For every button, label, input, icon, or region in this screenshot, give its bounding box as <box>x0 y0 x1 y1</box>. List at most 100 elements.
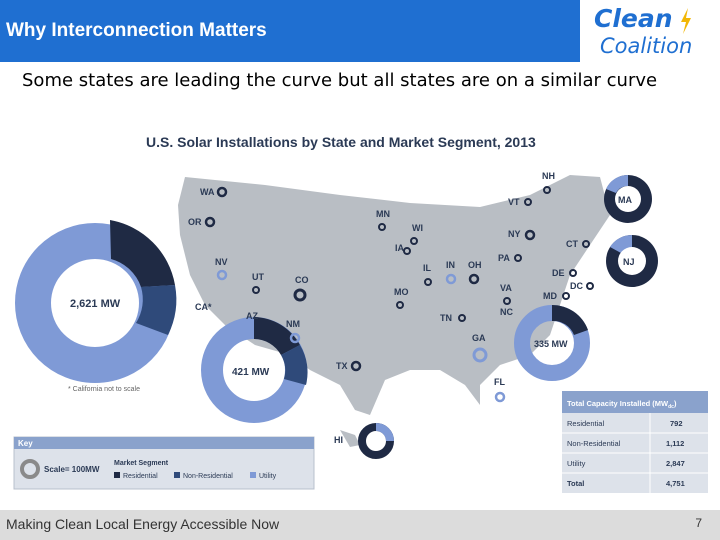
state-label-ia: IA <box>395 243 405 253</box>
key-utility-label: Utility <box>259 473 277 480</box>
arizona-donut-label: 421 MW <box>232 367 270 378</box>
table-row-value-total: 4,751 <box>666 479 685 488</box>
state-label-az: AZ <box>246 311 258 321</box>
state-marker-fl <box>494 391 506 403</box>
north-carolina-donut: 335 MW <box>514 304 590 381</box>
state-marker-il <box>424 278 432 286</box>
state-marker-wi <box>410 237 418 245</box>
key-title: Key <box>18 439 33 448</box>
lightning-icon <box>681 8 691 34</box>
footer-tagline: Making Clean Local Energy Accessible Now <box>6 516 280 532</box>
state-marker-tn <box>458 314 466 322</box>
state-label-nc: NC <box>500 307 513 317</box>
table-header: Total Capacity Installed (MWdc) <box>567 399 677 410</box>
state-label-ga: GA <box>472 333 486 343</box>
nj-donut-label: NJ <box>623 257 635 267</box>
footer-bar: Making Clean Local Energy Accessible Now… <box>0 510 720 540</box>
state-label-dc: DC <box>570 281 583 291</box>
state-label-mo: MO <box>394 287 409 297</box>
state-marker-or <box>204 216 216 228</box>
table-row-label-residential: Residential <box>567 419 604 428</box>
state-marker-va <box>503 297 511 305</box>
state-marker-nm <box>289 332 301 344</box>
hawaii-donut <box>358 423 394 459</box>
clean-coalition-logo: Clean Coalition <box>584 2 720 62</box>
state-label-tx: TX <box>336 361 348 371</box>
key-residential-swatch <box>114 472 120 478</box>
state-label-hi: HI <box>334 435 343 445</box>
page-number: 7 <box>695 516 702 530</box>
new-jersey-donut: NJ <box>606 234 658 287</box>
state-marker-oh <box>468 273 480 285</box>
state-label-oh: OH <box>468 260 482 270</box>
state-label-wa: WA <box>200 187 215 197</box>
table-row-value-nonresidential: 1,112 <box>666 439 684 448</box>
logo-line1: Clean <box>594 4 673 33</box>
state-label-nv: NV <box>215 257 228 267</box>
slide-subtitle: Some states are leading the curve but al… <box>22 70 658 91</box>
state-label-tn: TN <box>440 313 452 323</box>
california-donut: 2,621 MW <box>15 220 177 383</box>
california-note: * California not to scale <box>68 386 140 393</box>
massachusetts-donut: MA <box>604 174 652 223</box>
key-scale-label: Scale= 100MW <box>44 465 100 474</box>
logo-line2: Coalition <box>600 34 693 58</box>
title-bar: Why Interconnection Matters <box>0 0 580 62</box>
infographic-title: U.S. Solar Installations by State and Ma… <box>146 134 536 150</box>
table-row-value-residential: 792 <box>670 419 683 428</box>
state-label-va: VA <box>500 283 512 293</box>
key-nonresidential-label: Non-Residential <box>183 473 233 480</box>
table-row-label-nonresidential: Non-Residential <box>567 439 621 448</box>
slide-title: Why Interconnection Matters <box>6 20 267 41</box>
us-map-shape <box>178 175 610 415</box>
state-label-md: MD <box>543 291 557 301</box>
legend-key: Key Scale= 100MW Market Segment Resident… <box>13 436 315 490</box>
state-label-co: CO <box>295 275 309 285</box>
table-row-value-utility: 2,847 <box>666 459 685 468</box>
state-marker-de <box>569 269 577 277</box>
state-marker-ga <box>472 347 488 363</box>
state-marker-ia <box>403 247 411 255</box>
table-row-label-utility: Utility <box>567 459 586 468</box>
state-marker-ut <box>252 286 260 294</box>
state-label-de: DE <box>552 268 565 278</box>
state-label-ct: CT <box>566 239 578 249</box>
state-marker-vt <box>524 198 532 206</box>
california-donut-label: 2,621 MW <box>70 298 121 310</box>
state-marker-co <box>293 288 307 302</box>
hawaii-shape <box>340 430 360 447</box>
state-marker-pa <box>514 254 522 262</box>
state-label-ca: CA* <box>195 302 212 312</box>
state-label-wi: WI <box>412 223 423 233</box>
arizona-donut: 421 MW <box>201 317 308 423</box>
state-marker-tx <box>350 360 362 372</box>
state-marker-ct <box>582 240 590 248</box>
ma-donut-label: MA <box>618 195 632 205</box>
state-label-vt: VT <box>508 197 520 207</box>
state-marker-wa <box>216 186 228 198</box>
state-marker-nv <box>216 269 228 281</box>
state-label-in: IN <box>446 260 455 270</box>
key-segment-label: Market Segment <box>114 460 169 467</box>
state-marker-in <box>445 273 457 285</box>
state-label-il: IL <box>423 263 432 273</box>
state-label-or: OR <box>188 217 202 227</box>
key-nonresidential-swatch <box>174 472 180 478</box>
state-label-ny: NY <box>508 229 521 239</box>
state-label-fl: FL <box>494 377 505 387</box>
state-marker-ny <box>524 229 536 241</box>
state-label-nm: NM <box>286 319 300 329</box>
solar-installations-infographic: U.S. Solar Installations by State and Ma… <box>10 115 710 495</box>
state-label-pa: PA <box>498 253 510 263</box>
state-label-mn: MN <box>376 209 390 219</box>
table-row-label-total: Total <box>567 479 584 488</box>
state-marker-mo <box>396 301 404 309</box>
key-utility-swatch <box>250 472 256 478</box>
state-label-nh: NH <box>542 171 555 181</box>
key-residential-label: Residential <box>123 473 158 480</box>
state-marker-mn <box>378 223 386 231</box>
key-scale-circle <box>20 459 40 479</box>
state-label-ut: UT <box>252 272 264 282</box>
state-marker-dc <box>586 282 594 290</box>
state-marker-nh <box>543 186 551 194</box>
